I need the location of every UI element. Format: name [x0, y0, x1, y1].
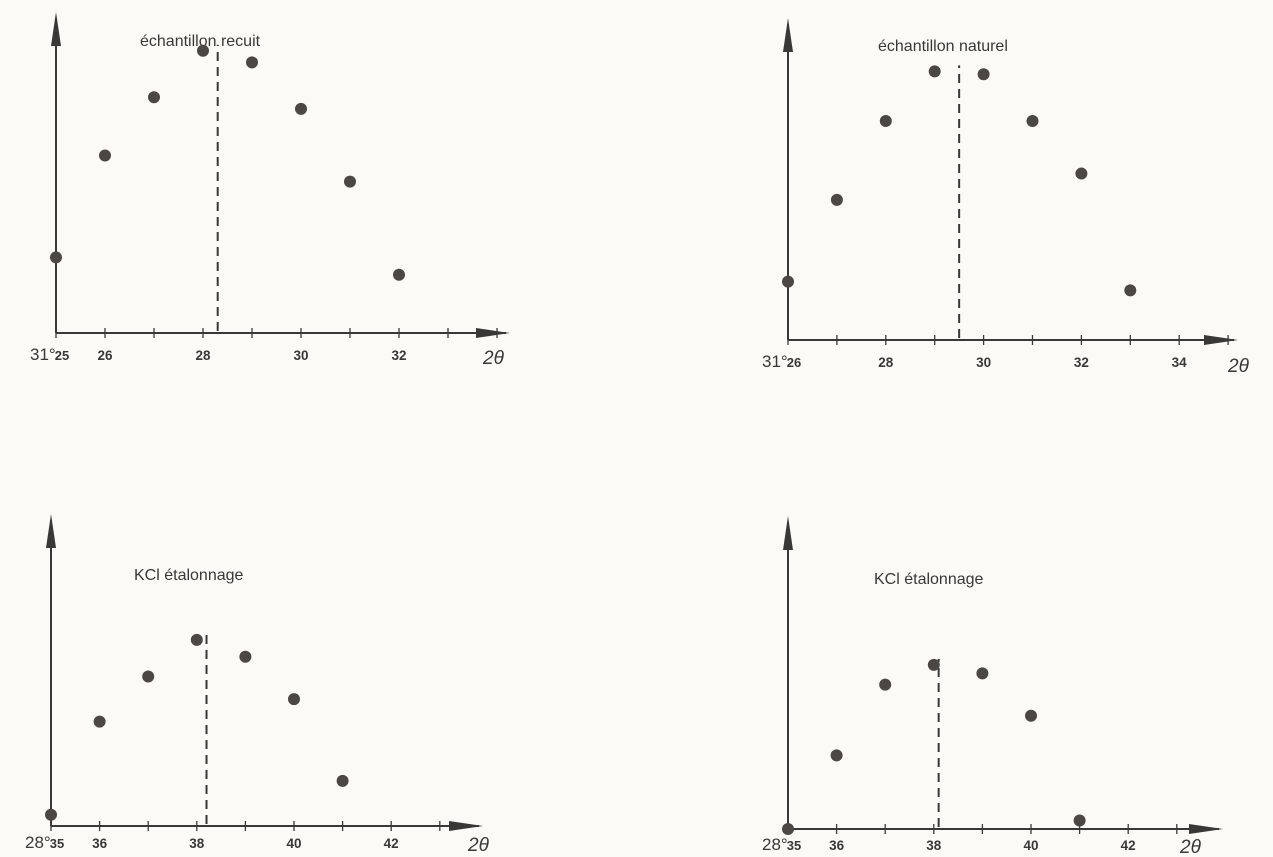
chart-title: échantillon recuit	[140, 33, 261, 50]
x-tick-label: 38	[189, 836, 205, 851]
data-point	[344, 175, 356, 188]
x-tick-label: 25	[55, 348, 69, 363]
chart-kcl-etalonnage-right: 28° 35 36 38 40 42 2θ KCl étalonnage	[762, 516, 1223, 857]
chart-echantillon-recuit: 31° 25 26 28 30 32 2θ échantillon recuit	[30, 12, 510, 369]
data-point	[927, 658, 940, 671]
x-axis-arrowhead	[1189, 824, 1223, 834]
x-origin-label: 31°	[762, 352, 788, 371]
x-tick-label: 35	[787, 838, 801, 853]
x-tick-label: 38	[926, 838, 942, 853]
x-axis-label: 2θ	[1179, 837, 1202, 857]
data-point	[142, 670, 155, 683]
y-axis-arrowhead	[46, 514, 56, 548]
x-tick-label: 30	[976, 355, 991, 370]
data-point	[50, 251, 62, 264]
data-point	[976, 667, 989, 680]
x-axis-label: 2θ	[467, 835, 490, 856]
x-tick-label: 36	[92, 836, 108, 851]
x-origin-label: 28°	[762, 835, 788, 854]
x-axis-arrowhead	[449, 821, 483, 831]
data-point	[1073, 814, 1086, 827]
data-point	[148, 91, 160, 104]
x-tick-label: 28	[195, 348, 211, 363]
x-tick-label: 42	[384, 836, 399, 851]
y-axis-arrowhead	[783, 516, 793, 550]
x-axis-label: 2θ	[1227, 356, 1250, 377]
data-point	[93, 715, 106, 728]
data-point	[239, 650, 252, 663]
chart-title: KCl étalonnage	[874, 571, 984, 588]
data-point	[295, 102, 307, 115]
x-origin-label: 28°	[25, 833, 51, 852]
x-tick-label: 34	[1172, 355, 1188, 370]
chart-title: échantillon naturel	[878, 38, 1008, 55]
x-tick-label: 40	[1023, 838, 1038, 853]
x-tick-label: 32	[391, 348, 406, 363]
data-point	[190, 633, 203, 646]
data-point	[928, 65, 941, 78]
data-point	[782, 275, 794, 288]
y-axis-arrowhead	[783, 18, 793, 52]
chart-kcl-etalonnage-left: 28° 35 36 38 40 42 2θ KCl étalonnage	[25, 514, 490, 856]
data-point	[1075, 167, 1088, 180]
data-point	[830, 749, 843, 762]
data-point	[45, 808, 57, 821]
data-point	[336, 774, 349, 787]
y-axis-arrowhead	[51, 12, 61, 46]
data-point	[197, 44, 209, 57]
x-origin-label: 31°	[30, 345, 56, 364]
data-point	[977, 68, 990, 81]
x-tick-label: 36	[829, 838, 845, 853]
chart-echantillon-naturel: 31° 26 28 30 32 34 2θ échantillon naturel	[762, 18, 1250, 377]
x-tick-label: 26	[787, 355, 801, 370]
data-point	[288, 693, 300, 706]
x-axis-arrowhead	[476, 328, 510, 338]
data-point	[1026, 115, 1039, 127]
x-tick-label: 42	[1121, 838, 1136, 853]
data-point	[830, 193, 843, 206]
x-tick-label: 26	[97, 348, 113, 363]
data-point	[1025, 709, 1037, 722]
data-point	[246, 56, 258, 69]
data-point	[879, 678, 892, 691]
x-axis-label: 2θ	[482, 348, 505, 369]
x-tick-label: 35	[50, 836, 64, 851]
data-point	[879, 115, 892, 127]
x-tick-label: 32	[1074, 355, 1089, 370]
x-tick-label: 40	[286, 836, 301, 851]
x-axis-arrowhead	[1204, 335, 1238, 345]
chart-title: KCl étalonnage	[134, 567, 244, 584]
x-tick-label: 30	[293, 348, 308, 363]
data-point	[1124, 284, 1137, 297]
data-point	[782, 823, 794, 835]
data-point	[99, 149, 111, 162]
x-tick-label: 28	[878, 355, 894, 370]
data-point	[393, 268, 405, 281]
